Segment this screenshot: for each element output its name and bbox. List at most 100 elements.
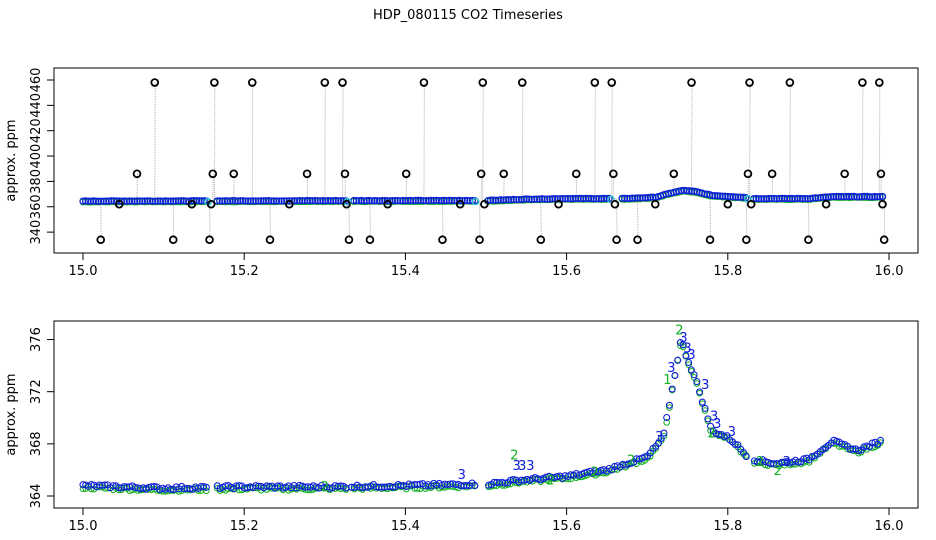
data-point	[682, 187, 691, 195]
data-point	[202, 483, 210, 491]
data-point	[724, 192, 732, 201]
data-point	[226, 197, 234, 205]
data-point	[688, 187, 696, 195]
outlier-point	[342, 199, 351, 209]
data-point	[708, 191, 716, 200]
x-tick-label: 15.2	[230, 264, 259, 279]
outlier-point	[879, 235, 889, 245]
data-point	[334, 197, 342, 205]
data-point	[417, 196, 425, 204]
outlier-point	[723, 199, 733, 209]
outlier-point	[858, 78, 867, 87]
data-point	[161, 197, 170, 205]
data-point	[92, 197, 100, 205]
data-point	[618, 194, 626, 202]
point-label: 3	[683, 342, 691, 357]
point-label: 3	[728, 425, 736, 440]
data-point	[399, 196, 407, 205]
data-point	[133, 197, 141, 205]
x-tick-label: 15.4	[391, 264, 420, 279]
data-point	[553, 195, 562, 203]
data-point	[798, 195, 807, 203]
data-point	[241, 197, 250, 205]
data-point	[303, 196, 311, 205]
point-label: 3	[687, 348, 695, 363]
data-point	[195, 197, 203, 205]
data-point	[835, 192, 843, 201]
data-point	[249, 197, 257, 205]
data-point	[365, 196, 373, 205]
spike-line	[136, 173, 139, 201]
data-point	[860, 192, 869, 200]
data-point	[262, 197, 270, 205]
data-point	[422, 197, 430, 205]
outlier-point	[821, 199, 831, 209]
data-point	[285, 197, 293, 205]
data-point	[855, 193, 863, 201]
data-point	[394, 196, 402, 205]
point-label: 3	[526, 459, 534, 474]
data-point	[448, 196, 456, 205]
spike-line	[441, 200, 444, 240]
data-point	[587, 194, 595, 203]
spike-line	[344, 173, 346, 201]
data-point	[819, 193, 827, 201]
data-point	[786, 194, 794, 203]
data-point	[664, 189, 673, 198]
data-point	[357, 196, 366, 205]
point-label: 3	[655, 430, 663, 445]
outlier-point	[610, 199, 620, 209]
data-point	[87, 197, 95, 205]
data-point	[301, 197, 309, 205]
data-point	[663, 413, 671, 422]
data-point	[107, 197, 115, 205]
y-tick-label: 368	[29, 431, 44, 456]
data-point	[551, 195, 559, 203]
data-point	[298, 197, 306, 205]
data-point	[546, 195, 554, 203]
data-point	[597, 194, 606, 203]
chart-title: HDP_080115 CO2 Timeseries	[373, 8, 563, 23]
data-point	[523, 195, 531, 203]
point-label: 3	[512, 459, 520, 474]
data-point	[100, 197, 108, 205]
data-point	[218, 197, 226, 205]
data-point-green	[666, 404, 673, 411]
data-point	[373, 197, 381, 205]
data-point	[427, 196, 435, 204]
data-point	[510, 195, 518, 203]
data-point	[102, 197, 110, 205]
data-point	[711, 191, 719, 200]
spike-line	[233, 173, 235, 201]
data-point	[101, 481, 109, 489]
data-point	[440, 196, 448, 204]
outlier-point	[875, 78, 884, 87]
data-point	[817, 193, 825, 202]
data-point	[538, 195, 546, 203]
point-label: 2	[627, 454, 635, 469]
data-point	[296, 196, 304, 205]
point-label: 3	[713, 417, 721, 432]
data-point	[660, 429, 668, 437]
data-point	[167, 197, 175, 205]
spike-line	[342, 82, 344, 201]
data-point	[770, 194, 778, 203]
data-point	[600, 194, 608, 203]
data-point	[430, 196, 438, 205]
outlier-point	[876, 169, 886, 179]
data-point	[419, 197, 428, 205]
data-point	[499, 196, 508, 204]
data-point	[213, 197, 221, 205]
data-point	[136, 197, 144, 205]
data-point	[234, 197, 242, 205]
data-point	[806, 194, 814, 203]
outlier-point	[150, 78, 160, 87]
data-point	[406, 196, 415, 205]
data-point	[636, 194, 644, 202]
data-point	[383, 197, 391, 205]
outlier-point	[633, 235, 642, 245]
data-point	[605, 194, 613, 202]
data-point	[543, 195, 551, 203]
data-point	[445, 196, 453, 204]
